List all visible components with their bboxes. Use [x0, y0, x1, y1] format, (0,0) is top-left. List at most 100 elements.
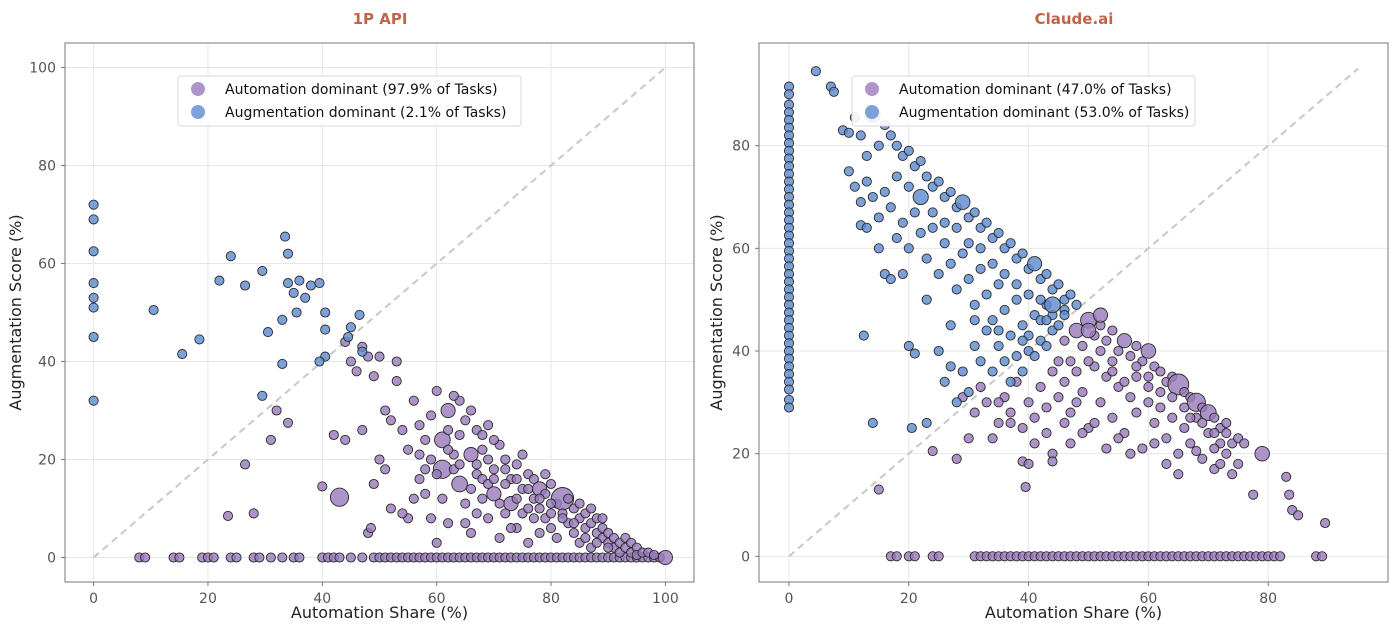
data-point-augmentation: [1041, 315, 1052, 326]
data-point-automation: [1005, 417, 1016, 428]
data-point-automation: [500, 454, 511, 465]
data-point-automation: [545, 508, 557, 519]
data-point-augmentation: [849, 181, 860, 192]
data-point-augmentation: [969, 207, 980, 218]
data-point-automation: [1029, 438, 1040, 449]
data-point-augmentation: [891, 171, 902, 182]
data-point-augmentation: [867, 191, 878, 203]
data-point-augmentation: [873, 212, 884, 223]
data-point-automation: [431, 537, 442, 548]
data-point-automation: [460, 415, 471, 426]
data-point-automation: [1020, 481, 1031, 493]
data-point-augmentation: [981, 289, 992, 300]
data-point-automation: [282, 417, 294, 428]
series-automation: [873, 307, 1331, 562]
data-point-augmentation: [909, 207, 920, 218]
data-point-augmentation: [88, 246, 99, 257]
x-tick-label: 100: [652, 591, 679, 607]
data-point-augmentation: [975, 243, 986, 254]
data-point-augmentation: [921, 294, 932, 305]
data-point-augmentation: [1011, 279, 1022, 290]
data-point-automation: [1053, 356, 1064, 367]
data-point-augmentation: [927, 207, 938, 218]
data-point-augmentation: [214, 275, 225, 286]
data-point-automation: [500, 478, 511, 490]
data-point-augmentation: [88, 302, 99, 313]
data-point-automation: [657, 549, 673, 566]
data-point-automation: [511, 474, 522, 485]
data-point-automation: [488, 434, 499, 445]
data-point-automation: [460, 498, 471, 509]
data-point-automation: [368, 371, 379, 382]
data-point-augmentation: [343, 331, 354, 343]
data-point-automation: [443, 444, 454, 455]
x-tick-label: 40: [313, 591, 331, 607]
data-point-augmentation: [885, 274, 896, 285]
data-point-automation: [1173, 469, 1184, 480]
data-point-automation: [1221, 428, 1232, 439]
data-point-automation: [927, 446, 938, 457]
data-point-automation: [1023, 397, 1034, 408]
data-point-automation: [580, 532, 591, 543]
data-point-augmentation: [963, 387, 974, 398]
data-point-augmentation: [1011, 294, 1022, 305]
data-point-automation: [345, 552, 356, 563]
data-point-augmentation: [909, 348, 920, 359]
data-point-automation: [545, 478, 557, 490]
data-point-augmentation: [891, 140, 902, 151]
data-point-automation: [477, 429, 488, 441]
data-point-automation: [591, 537, 602, 548]
data-point-augmentation: [88, 278, 99, 289]
data-point-automation: [1077, 340, 1088, 351]
data-point-automation: [987, 433, 998, 444]
data-point-augmentation: [357, 346, 368, 357]
data-point-automation: [1089, 417, 1100, 428]
data-point-augmentation: [1023, 289, 1034, 300]
data-point-automation: [1041, 402, 1052, 413]
data-point-automation: [557, 513, 568, 524]
data-point-augmentation: [939, 217, 950, 228]
data-point-automation: [1155, 387, 1166, 398]
data-point-automation: [1047, 366, 1058, 377]
data-point-automation: [248, 508, 259, 519]
data-point-automation: [1143, 371, 1154, 382]
data-point-automation: [448, 390, 459, 401]
data-point-automation: [488, 474, 499, 485]
data-point-automation: [1197, 417, 1208, 428]
data-point-automation: [414, 449, 425, 460]
data-point-automation: [414, 474, 425, 485]
data-point-automation: [1065, 438, 1076, 449]
data-point-augmentation: [262, 327, 274, 338]
data-point-augmentation: [783, 384, 795, 395]
data-point-automation: [528, 474, 539, 485]
data-point-automation: [586, 503, 597, 514]
data-point-augmentation: [1017, 366, 1028, 377]
data-point-augmentation: [320, 307, 331, 318]
data-point-automation: [494, 498, 505, 509]
plot-frame: [64, 42, 695, 583]
data-point-automation: [1167, 412, 1178, 423]
data-point-augmentation: [1041, 340, 1052, 351]
data-point-automation: [140, 552, 151, 563]
data-point-automation: [240, 459, 251, 470]
data-point-augmentation: [981, 217, 992, 228]
data-point-automation: [1125, 351, 1136, 362]
data-point-augmentation: [861, 176, 872, 187]
data-point-automation: [1284, 489, 1295, 500]
data-point-augmentation: [855, 130, 866, 141]
data-point-automation: [500, 508, 511, 519]
data-point-automation: [511, 459, 522, 470]
chart-title: Claude.ai: [1035, 10, 1114, 28]
data-point-augmentation: [867, 417, 878, 428]
data-point-automation: [568, 518, 579, 529]
data-point-automation: [1209, 428, 1220, 439]
data-point-automation: [494, 532, 505, 543]
data-point-automation: [951, 453, 962, 464]
data-point-automation: [431, 469, 442, 480]
data-point-augmentation: [855, 197, 866, 208]
data-point-automation: [1161, 458, 1172, 469]
data-point-automation: [1191, 446, 1202, 457]
data-point-augmentation: [939, 376, 950, 387]
legend-marker-automation: [191, 82, 205, 96]
data-point-automation: [1209, 412, 1220, 423]
